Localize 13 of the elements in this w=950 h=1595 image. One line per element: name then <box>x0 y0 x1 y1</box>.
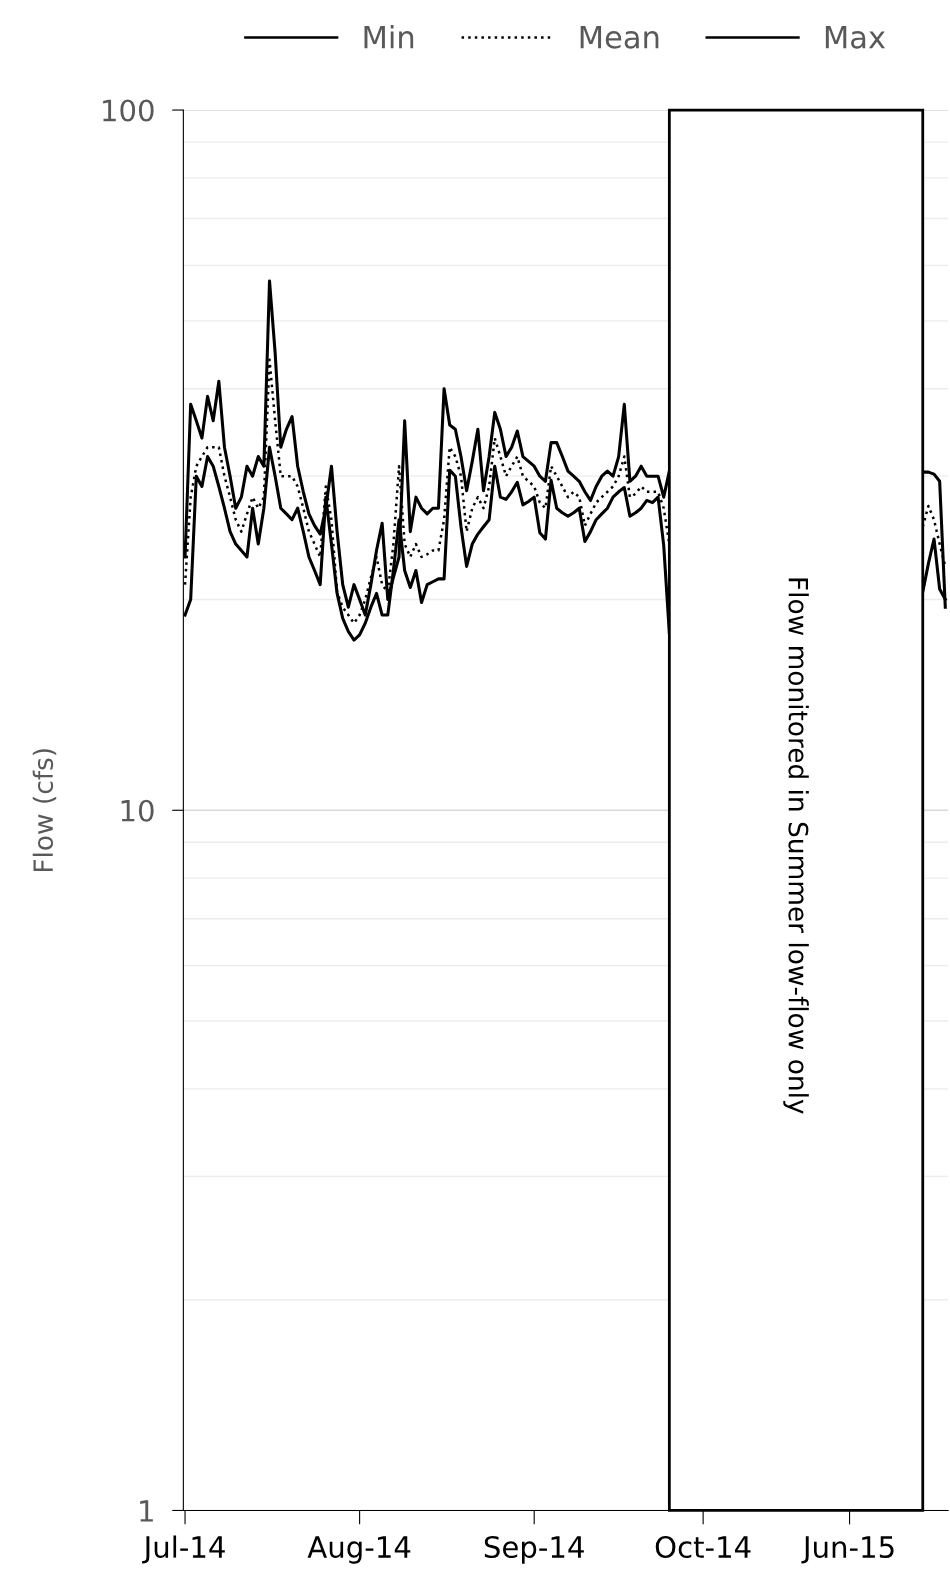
legend-label: Max <box>825 25 886 49</box>
x-tick-label: Jul-14 <box>142 1535 225 1564</box>
y-axis-title: Flow (cfs) <box>32 749 57 872</box>
annotation: Flow monitored in Summer low-flow only <box>783 578 809 1114</box>
x-tick-label: Aug-14 <box>307 1536 411 1564</box>
y-tick-label: 100 <box>103 99 154 122</box>
y-tick-label: 10 <box>121 799 154 822</box>
x-tick-label: Jun-15 <box>801 1536 894 1564</box>
legend-label: Mean <box>580 25 659 49</box>
y-tick-label: 1 <box>140 1500 153 1522</box>
x-tick-label: Oct-14 <box>655 1535 751 1559</box>
x-tick-label: Sep-14 <box>484 1535 584 1564</box>
legend-label: Min <box>364 24 414 49</box>
